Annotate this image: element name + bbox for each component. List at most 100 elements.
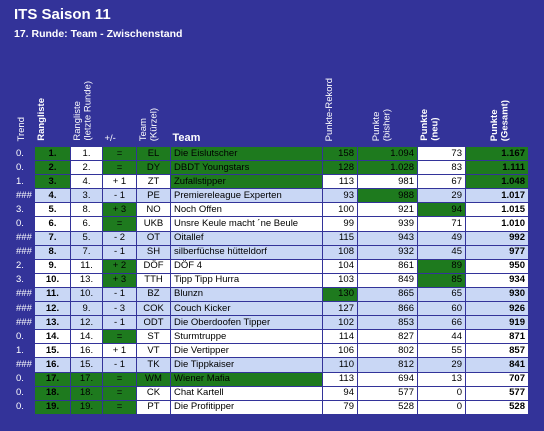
table-row: 3. 5. 8. + 3 NO Noch Offen 100 921 94 1.015 [14, 202, 529, 218]
new-points: 60 [417, 301, 466, 317]
trend: 0. [14, 145, 35, 162]
previous-points: 853 [357, 315, 418, 331]
record-points: 110 [322, 357, 358, 373]
rank: 9. [34, 258, 71, 274]
team-code: BZ [136, 286, 171, 303]
table-row: ### 13. 12. - 1 ODT Die Oberdoofen Tipper 102 8… [14, 315, 529, 331]
change: = [102, 145, 137, 162]
header-text: +/- [104, 133, 116, 144]
last-rank: 13. [70, 272, 103, 288]
rank: 7. [34, 230, 71, 246]
team-code: SH [136, 244, 171, 260]
standings-table: Trend Rangliste Rangliste (letzte Runde)… [14, 52, 529, 415]
previous-points: 861 [357, 258, 418, 274]
team-name: Die Vertipper [170, 343, 323, 359]
team-name: Die Eislutscher [170, 145, 323, 162]
table-row: ### 8. 7. - 1 SH silberfüchse hütteldorf 108 93… [14, 244, 529, 260]
last-rank: 5. [70, 230, 103, 246]
change: = [102, 371, 137, 387]
previous-points: 981 [357, 174, 418, 190]
table-row: 2. 9. 11. + 2 DÖF DÖF 4 104 861 89 950 [14, 258, 529, 274]
trend: 0. [14, 399, 35, 415]
team-code: COK [136, 301, 171, 317]
previous-points: 1.028 [357, 160, 418, 176]
team-code: UKB [136, 216, 171, 232]
record-points: 79 [322, 399, 358, 415]
rank: 12. [34, 301, 71, 317]
trend: ### [14, 244, 35, 260]
team-code: ST [136, 329, 171, 345]
team-code: PT [136, 399, 171, 415]
change: - 2 [102, 230, 137, 246]
header-cell: Team [171, 52, 323, 147]
last-rank: 11. [70, 258, 103, 274]
previous-points: 694 [357, 371, 418, 387]
record-points: 127 [322, 301, 358, 317]
team-name: Blunzn [170, 286, 323, 303]
table-row: 0. 17. 17. = WM Wiener Mafia 113 694 13 707 [14, 371, 529, 387]
team-name: Chat Kartell [170, 385, 323, 401]
previous-points: 932 [357, 244, 418, 260]
record-points: 94 [322, 385, 358, 401]
new-points: 29 [417, 357, 466, 373]
new-points: 85 [417, 272, 466, 288]
last-rank: 1. [70, 145, 103, 162]
header-cell: Team (Kürzel) [137, 52, 171, 147]
header-cell: Punkte-Rekord [323, 52, 358, 147]
header-text: Team (Kürzel) [137, 107, 159, 141]
change: = [102, 160, 137, 176]
rank: 2. [34, 160, 71, 176]
total-points: 1.048 [465, 174, 529, 190]
team-name: Premiereleague Experten [170, 188, 323, 204]
last-rank: 2. [70, 160, 103, 176]
team-code: VT [136, 343, 171, 359]
change: - 3 [102, 301, 137, 317]
header-text: Punkte (bisher) [370, 108, 392, 141]
record-points: 114 [322, 329, 358, 345]
total-points: 528 [465, 399, 529, 415]
trend: 3. [14, 202, 35, 218]
new-points: 66 [417, 315, 466, 331]
new-points: 13 [417, 371, 466, 387]
team-code: CK [136, 385, 171, 401]
header-text: Trend [15, 116, 27, 141]
last-rank: 12. [70, 315, 103, 331]
change: - 1 [102, 315, 137, 331]
table-row: 1. 3. 4. + 1 ZT Zufallstipper 113 981 67 1.048 [14, 174, 529, 190]
record-points: 130 [322, 286, 358, 303]
table-row: ### 16. 15. - 1 TK Die Tippkaiser 110 812 29 841 [14, 357, 529, 373]
record-points: 106 [322, 343, 358, 359]
previous-points: 988 [357, 188, 418, 204]
subtitle: 17. Runde: Team - Zwischenstand [14, 28, 183, 40]
header-text: Punkte (Gesamt) [488, 99, 510, 141]
trend: ### [14, 357, 35, 373]
table-row: 0. 14. 14. = ST Sturmtruppe 114 827 44 871 [14, 329, 529, 345]
team-code: EL [136, 145, 171, 162]
record-points: 113 [322, 174, 358, 190]
total-points: 930 [465, 286, 529, 303]
change: + 1 [102, 343, 137, 359]
total-points: 841 [465, 357, 529, 373]
change: + 1 [102, 174, 137, 190]
rank: 13. [34, 315, 71, 331]
last-rank: 19. [70, 399, 103, 415]
new-points: 65 [417, 286, 466, 303]
change: = [102, 385, 137, 401]
previous-points: 943 [357, 230, 418, 246]
trend: 1. [14, 174, 35, 190]
last-rank: 17. [70, 371, 103, 387]
total-points: 919 [465, 315, 529, 331]
rank: 18. [34, 385, 71, 401]
change: - 1 [102, 357, 137, 373]
team-code: TK [136, 357, 171, 373]
previous-points: 939 [357, 216, 418, 232]
rank: 3. [34, 174, 71, 190]
total-points: 1.111 [465, 160, 529, 176]
rank: 11. [34, 286, 71, 303]
rank: 10. [34, 272, 71, 288]
rank: 5. [34, 202, 71, 218]
new-points: 0 [417, 385, 466, 401]
table-row: ### 4. 3. - 1 PE Premiereleague Experten 93 988… [14, 188, 529, 204]
header-text: Punkte-Rekord [323, 77, 335, 141]
